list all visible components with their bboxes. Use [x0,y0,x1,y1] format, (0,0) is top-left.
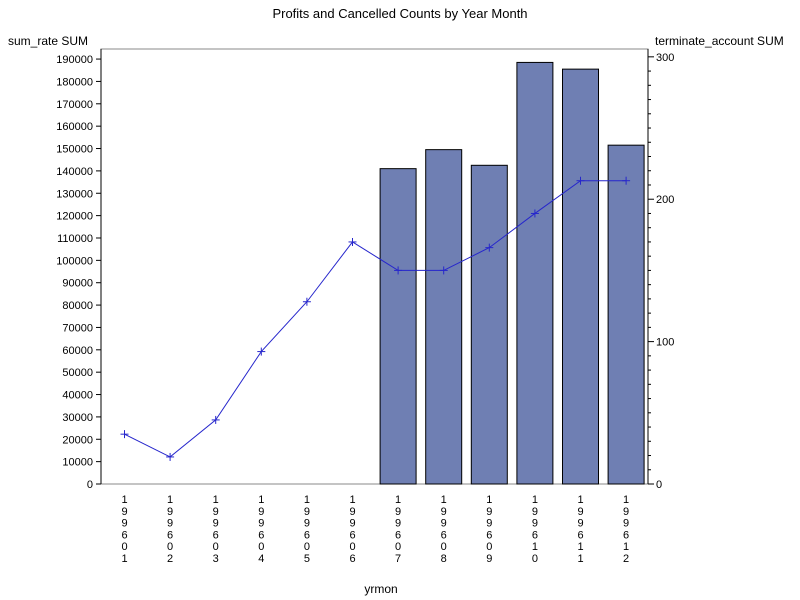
y-right-tick-label: 0 [656,479,662,491]
y-left-tick-label: 70000 [62,322,93,334]
y-left-tick-label: 100000 [56,255,93,267]
y-right-tick-label: 200 [656,194,674,206]
y-right-tick-label: 100 [656,337,674,349]
y-left-tick-label: 50000 [62,367,93,379]
bar [516,61,554,485]
line-point [348,237,357,246]
line-point [302,297,311,306]
chart-title: Profits and Cancelled Counts by Year Mon… [272,6,527,21]
line-path [124,180,627,458]
line-point [622,176,631,185]
line-point [211,415,220,424]
bar [425,149,463,485]
y-axis-left: 0 10000 20000 30000 40000 50000 60000 70000 8000… [56,49,102,491]
line-point [257,347,266,356]
y-left-tick-label: 170000 [56,99,93,111]
x-axis: 1 9 9 6 0 1 1 9 9 6 0 2 1 9 9 6 0 3 1 9 9 6 0 4 1 9 9 6 0 5 1 9 9 6 0 6 1 9 9 6… [121,494,629,565]
line-point [120,430,129,439]
y-left-tick-label: 40000 [62,390,93,402]
y-left-tick-label: 10000 [62,457,93,469]
line-point [394,266,403,275]
y-axis-left-label: sum_rate SUM [8,34,88,48]
line-point [530,209,539,218]
y-left-tick-label: 0 [87,479,93,491]
y-axis-right: 0 100 200 300 [647,49,674,491]
y-left-tick-label: 60000 [62,345,93,357]
y-left-tick-label: 20000 [62,434,93,446]
y-left-tick-label: 30000 [62,412,93,424]
line-point [166,452,175,461]
y-right-tick-label: 300 [656,52,674,64]
line-series [120,176,631,461]
y-left-tick-label: 130000 [56,188,93,200]
y-left-tick-label: 160000 [56,121,93,133]
bar [470,164,508,485]
bar-series [379,61,645,485]
y-left-tick-label: 150000 [56,144,93,156]
line-point [439,266,448,275]
y-axis-right-label: terminate_account SUM [655,34,784,48]
y-left-tick-label: 180000 [56,76,93,88]
bar [379,168,417,485]
bar [562,68,599,485]
line-point [576,176,585,185]
y-left-tick-label: 90000 [62,278,93,290]
bar [607,144,645,485]
y-left-tick-label: 80000 [62,300,93,312]
y-left-tick-label: 120000 [56,211,93,223]
y-left-tick-label: 190000 [56,54,93,66]
y-left-tick-label: 140000 [56,166,93,178]
x-axis-label: yrmon [364,582,397,596]
line-point [485,243,494,252]
y-left-tick-label: 110000 [57,233,93,245]
